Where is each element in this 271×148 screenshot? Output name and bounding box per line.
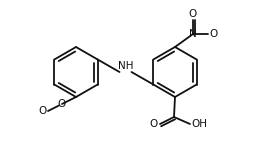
Text: NH: NH	[118, 61, 133, 71]
Text: O: O	[150, 119, 158, 129]
Text: O: O	[39, 106, 47, 116]
Text: O: O	[209, 29, 217, 39]
Text: O: O	[58, 99, 66, 109]
Text: O: O	[189, 9, 197, 19]
Text: OH: OH	[191, 119, 207, 129]
Text: N: N	[189, 29, 197, 39]
